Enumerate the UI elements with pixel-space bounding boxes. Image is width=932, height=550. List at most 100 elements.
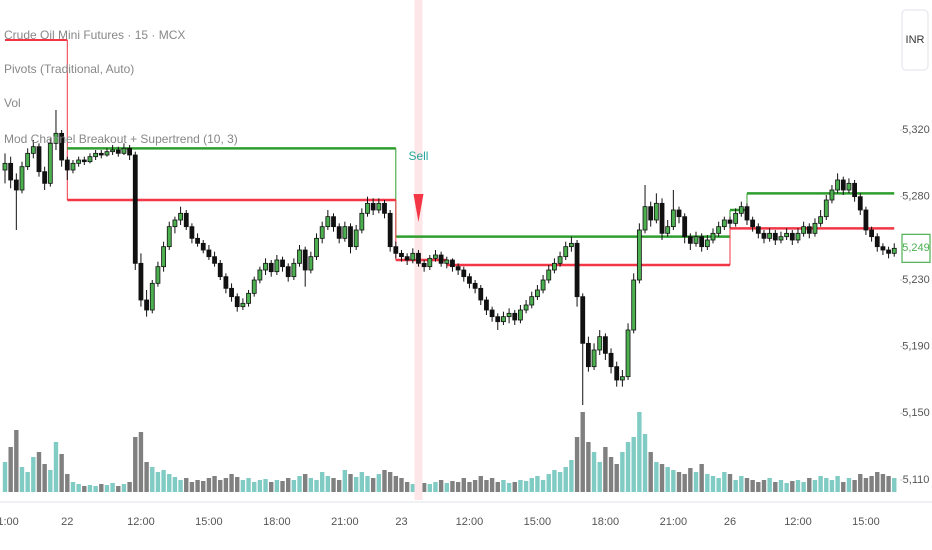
volume-bar: [87, 485, 93, 492]
plot-area: Sell: [2, 0, 897, 500]
candle-body: [206, 249, 212, 258]
volume-bar: [750, 480, 755, 492]
candle-body: [308, 256, 314, 271]
candle-body: [659, 202, 665, 234]
volume-bar: [342, 470, 348, 492]
volume-bar: [70, 482, 76, 492]
volume-bar: [438, 480, 444, 492]
candle-body: [625, 329, 631, 378]
candle-body: [823, 199, 829, 218]
volume-bar: [206, 478, 212, 492]
volume-bar: [308, 478, 314, 492]
volume-bar: [892, 478, 897, 492]
candle-body: [348, 226, 353, 248]
candle-body: [234, 296, 240, 308]
candle-body: [155, 266, 161, 284]
volume-bar: [110, 483, 115, 492]
volume-bar: [235, 477, 240, 492]
candle-body: [291, 262, 297, 278]
volume-bar: [184, 478, 189, 492]
volume-bar: [42, 464, 47, 492]
y-tick-label: 5,320: [902, 124, 930, 136]
candle-body: [563, 246, 569, 258]
candle-body: [393, 246, 399, 254]
candle-body: [427, 257, 433, 268]
candle-body: [631, 279, 637, 331]
volume-bar: [761, 480, 767, 492]
candle-body: [76, 159, 82, 164]
candle-body: [597, 336, 603, 351]
y-tick-label: 5,280: [902, 191, 930, 203]
candle-body: [455, 266, 461, 271]
candle-body: [818, 216, 824, 224]
candle-body: [670, 209, 676, 228]
currency-label[interactable]: INR: [906, 34, 925, 46]
volume-bar: [387, 472, 393, 492]
candle-body: [195, 237, 200, 244]
candle-body: [467, 276, 472, 284]
volume-bar: [495, 482, 500, 492]
volume-bar: [824, 478, 829, 492]
x-tick-label: 12:00: [127, 516, 155, 528]
candle-body: [693, 236, 699, 244]
x-tick-label: 21:00: [660, 516, 688, 528]
candle-body: [240, 302, 246, 308]
candle-body: [104, 151, 110, 156]
volume-bar: [138, 432, 144, 492]
volume-bar: [167, 474, 172, 492]
volume-bar: [807, 478, 812, 492]
indicator-label: Mod Channel Breakout + Supertrend (10, 3…: [4, 132, 238, 146]
candle-body: [285, 266, 291, 278]
volume-bar: [172, 477, 178, 492]
volume-bar: [773, 482, 778, 492]
volume-bar: [93, 486, 98, 492]
candle-body: [297, 249, 302, 264]
volume-bar: [8, 447, 13, 492]
candle-body: [716, 226, 722, 234]
candle-body: [229, 287, 234, 298]
candle-body: [223, 276, 229, 289]
candle-body: [744, 206, 750, 221]
volume-bar: [523, 481, 529, 492]
candle-body: [880, 246, 886, 251]
candle-body: [172, 219, 178, 228]
volume-bar: [716, 478, 721, 492]
volume-bar: [2, 462, 8, 492]
volume-bar: [427, 484, 432, 492]
volume-bar: [659, 464, 665, 492]
candle-body: [795, 232, 801, 241]
x-tick-label: 18:00: [592, 516, 620, 528]
candle-body: [636, 229, 642, 281]
volume-bar: [841, 482, 846, 492]
volume-bar: [376, 474, 382, 492]
x-tick-label: 12:00: [456, 516, 484, 528]
candle-body: [518, 309, 523, 321]
volume-bar: [99, 484, 104, 492]
candle-body: [529, 296, 535, 306]
volume-bar: [722, 472, 727, 492]
volume-bar: [144, 462, 149, 492]
volume-bar: [325, 476, 331, 492]
volume-bar: [756, 482, 761, 492]
x-tick-label: 26: [724, 516, 736, 528]
sell-arrow: [413, 194, 424, 222]
volume-bar: [778, 480, 784, 492]
volume-bar: [858, 474, 863, 492]
volume-bar: [127, 482, 132, 492]
candle-body: [710, 232, 716, 241]
volume-bar: [863, 478, 869, 492]
volume-bar: [450, 481, 455, 492]
candle-body: [331, 216, 336, 228]
candle-body: [121, 147, 127, 154]
candle-body: [47, 142, 53, 184]
candle-body: [699, 236, 705, 248]
candle-body: [891, 247, 897, 254]
candle-body: [546, 269, 552, 281]
candle-body: [8, 162, 14, 181]
currency-button[interactable]: [901, 9, 929, 71]
indicator-label: Vol: [4, 96, 21, 110]
volume-bar: [614, 464, 619, 492]
candle-body: [540, 279, 546, 291]
volume-bar: [574, 437, 580, 492]
